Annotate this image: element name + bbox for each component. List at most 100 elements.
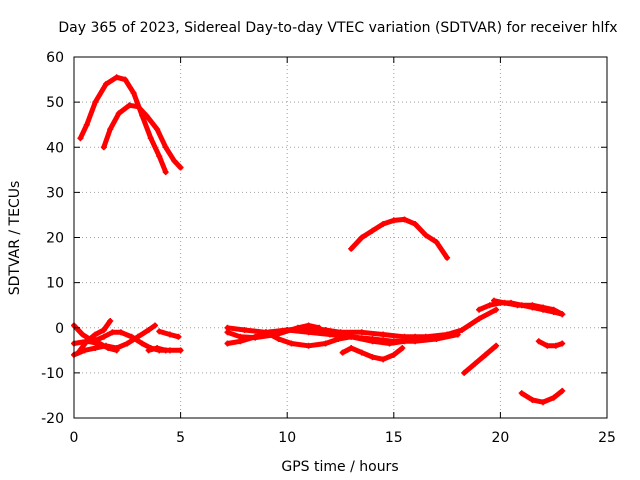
data-point [358,349,365,356]
data-point [369,227,376,234]
data-point [77,135,84,142]
data-point [147,135,154,142]
data-point [348,345,355,352]
data-point [130,90,137,97]
chart-title: Day 365 of 2023, Sidereal Day-to-day VTE… [58,20,617,36]
data-point [529,396,536,403]
data-point [493,342,500,349]
data-point [262,329,269,336]
y-tick-label: -20 [41,411,64,427]
data-point [288,340,295,347]
axis-ticks: 0 5 10 15 20 25 -20 -10 0 10 20 30 40 50 60 [41,50,616,446]
series-line [461,343,499,376]
data-point [540,304,547,311]
data-point [237,333,244,340]
data-point [83,338,90,345]
series-arc-7 [145,345,169,354]
series-line [519,388,565,405]
data-point [544,342,551,349]
data-point [79,331,86,338]
data-point [386,340,393,347]
data-point [476,306,483,313]
data-point [241,327,248,334]
data-point [491,297,498,304]
data-point [369,338,376,345]
data-point [501,299,508,306]
data-point [559,340,566,347]
data-point [162,169,169,176]
data-point [337,329,344,336]
series-arc-13 [339,345,406,363]
data-point [122,76,129,83]
series-arc-18 [535,338,566,349]
data-point [275,336,282,343]
data-point [115,110,122,117]
series-arc-8 [156,328,182,340]
x-tick-label: 10 [278,430,296,446]
data-point [380,331,387,338]
grid [74,57,607,418]
x-tick-label: 0 [70,430,79,446]
x-tick-label: 20 [491,430,509,446]
data-point [401,216,408,223]
data-point [322,340,329,347]
data-point [166,331,173,338]
data-point [177,164,184,171]
data-point [145,347,152,354]
data-point [514,302,521,309]
data-point [348,245,355,252]
data-point [100,144,107,151]
data-point [102,81,109,88]
data-point [412,333,419,340]
data-point [100,333,107,340]
data-point [294,324,301,331]
y-axis-label: SDTVAR / TECUs [7,181,23,296]
data-series [71,74,566,406]
data-point [154,345,161,352]
data-point [459,327,466,334]
data-point [224,340,231,347]
y-tick-label: 40 [46,140,64,156]
data-point [559,387,566,394]
y-tick-label: 20 [46,231,64,247]
data-point [444,254,451,261]
data-point [92,345,99,352]
data-point [224,329,231,336]
data-point [399,345,406,352]
data-point [322,327,329,334]
data-point [109,329,116,336]
data-point [433,239,440,246]
data-point [107,317,114,324]
data-point [177,347,184,354]
y-tick-label: 50 [46,95,64,111]
data-point [305,322,312,329]
plot-frame [73,56,608,419]
data-point [100,327,107,334]
data-point [113,347,120,354]
data-point [422,333,429,340]
data-point [162,144,169,151]
series-line [348,216,450,261]
x-tick-label: 25 [598,430,616,446]
data-point [552,342,559,349]
series-arc-17 [461,342,500,376]
data-point [412,220,419,227]
data-point [493,306,500,313]
data-point [550,306,557,313]
data-point [358,329,365,336]
data-point [105,345,112,352]
data-point [252,334,259,341]
data-point [390,217,397,224]
series-arc-11 [224,322,323,341]
data-point [145,327,152,334]
data-point [518,390,525,397]
data-point [369,354,376,361]
data-point [124,340,131,347]
data-point [486,302,493,309]
data-point [305,342,312,349]
data-point [154,126,161,133]
data-point [96,340,103,347]
y-tick-label: 10 [46,276,64,292]
x-tick-label: 5 [176,430,185,446]
data-point [171,157,178,164]
